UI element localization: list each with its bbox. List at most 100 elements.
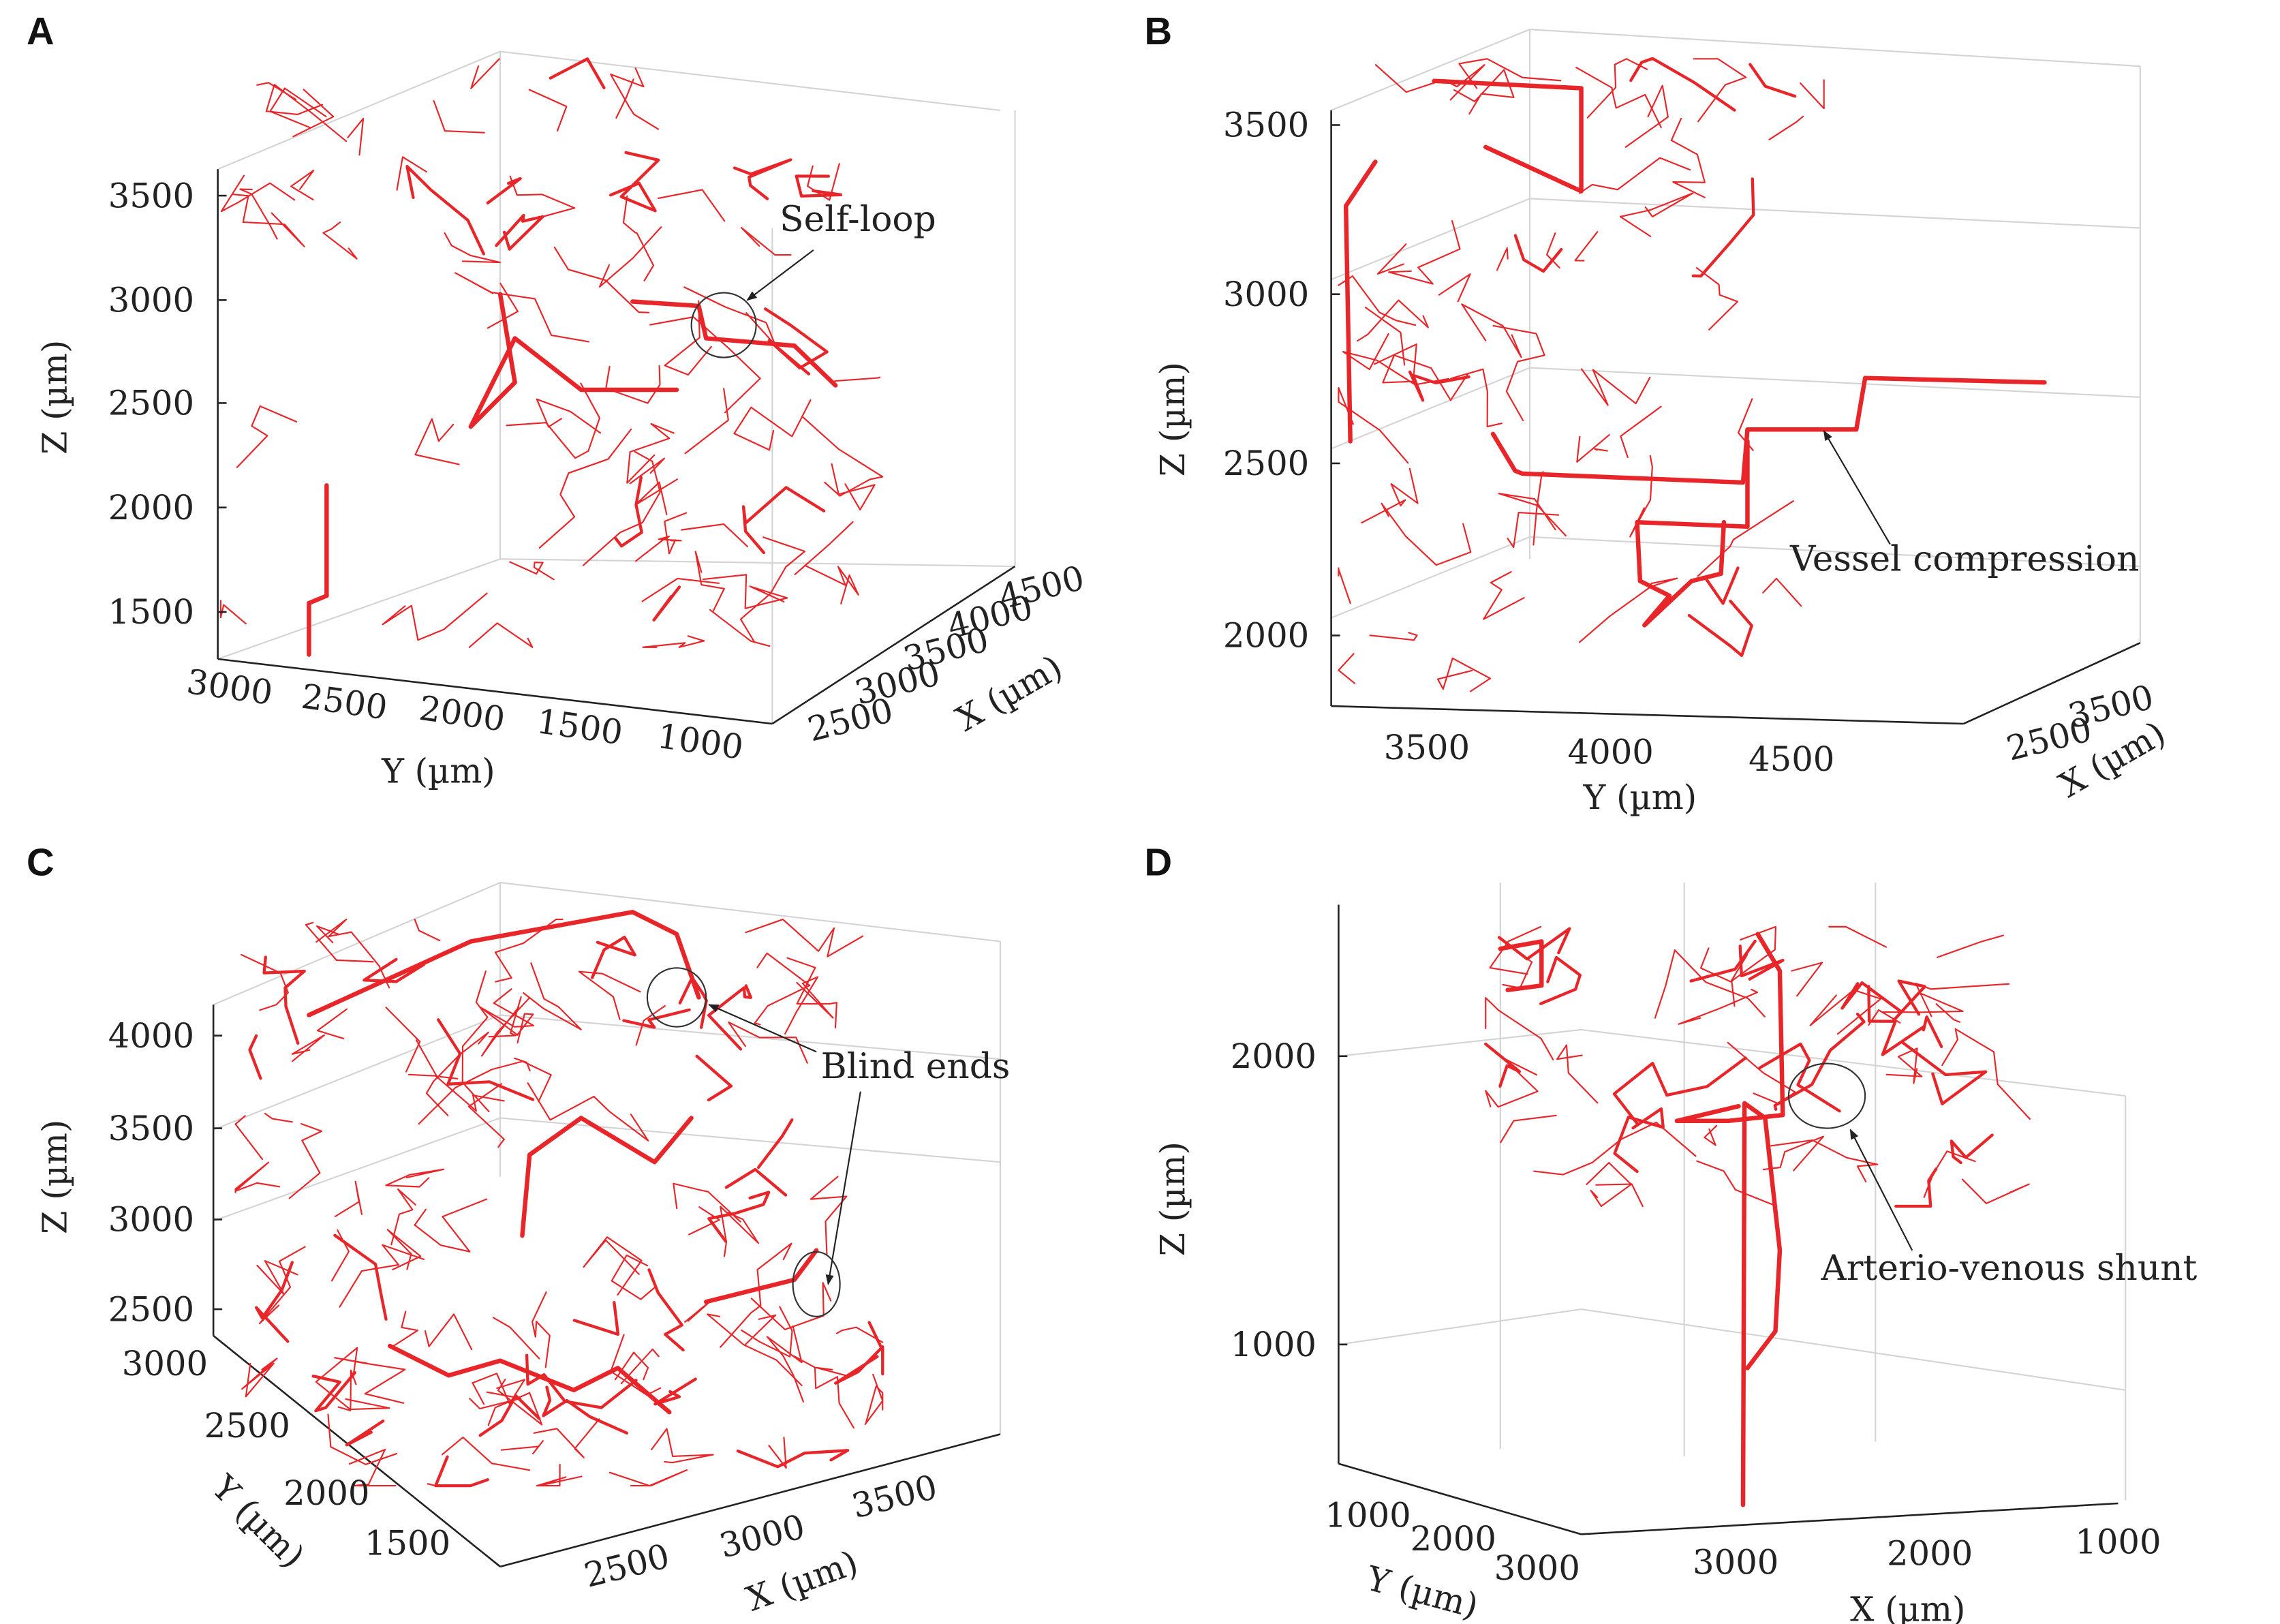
vessel-segment: [642, 635, 705, 648]
vessel-network: [1484, 925, 2031, 1507]
y-tick-label: 1500: [534, 701, 625, 752]
grid-line: [1331, 29, 1530, 111]
vessel-segment: [1507, 511, 1560, 549]
panel-label: C: [27, 840, 55, 883]
x-tick-label: 2000: [1887, 1534, 1973, 1574]
vessel-segment: [1357, 299, 1429, 342]
vessel-segment: [733, 158, 792, 200]
vessel-segment: [578, 970, 641, 1020]
vessel-segment: [1678, 988, 1759, 1025]
vessel-segment: [1620, 405, 1662, 459]
y-axis-label: Y (µm): [1583, 778, 1697, 817]
x-tick-label: 3000: [1693, 1543, 1778, 1582]
vessel-segment: [527, 1082, 649, 1142]
vessel-segment: [649, 316, 761, 414]
grid-line: [1529, 198, 2140, 229]
vessel-segment: [533, 1418, 600, 1458]
vessel-segment: [1696, 1160, 1778, 1208]
vessel-segment: [513, 1057, 531, 1072]
vessel-segment: [437, 1018, 535, 1101]
vessel-segment: [598, 226, 662, 288]
vessel-segment: [733, 399, 812, 451]
major-vessel: [1674, 932, 1785, 1124]
vessel-segment: [739, 536, 806, 643]
y-tick-label: 3500: [1384, 728, 1470, 767]
y-tick-label: 1000: [655, 716, 745, 767]
vessel-segment: [807, 163, 840, 201]
vessel-segment: [1941, 1028, 2031, 1120]
vessel-segment: [658, 189, 726, 222]
z-axis-label: Z (µm): [1153, 1142, 1192, 1256]
vessel-segment: [865, 1385, 884, 1423]
y-axis-label: Y (µm): [381, 751, 495, 791]
vessel-segment: [486, 177, 522, 205]
vessel-segment: [405, 164, 486, 256]
vessel-segment: [652, 585, 681, 622]
vessel-segment: [744, 1314, 777, 1345]
vessel-segment: [461, 970, 490, 1113]
vessel-segment: [549, 57, 606, 90]
vessel-segment: [634, 478, 679, 515]
major-vessel: [520, 1116, 694, 1238]
grid-line: [217, 558, 501, 660]
x-axis-label: X (µm): [1850, 1590, 1965, 1624]
vessel-segment: [500, 1440, 544, 1455]
major-vessel: [1343, 159, 1378, 444]
grid-line: [213, 1117, 501, 1222]
vessel-segment: [385, 1007, 421, 1073]
vessel-segment: [622, 1008, 691, 1029]
vessel-segment: [269, 87, 327, 129]
vessel-segment: [1586, 58, 1648, 119]
vessel-segment: [764, 307, 829, 376]
annotation-arrow: [746, 249, 814, 301]
vessel-segment: [784, 976, 834, 1035]
vessel-segment: [678, 976, 708, 1029]
vessel-segment: [492, 1317, 540, 1360]
vessel-segment: [472, 1373, 525, 1405]
vessel-segment: [1556, 1044, 1599, 1104]
vessel-segment: [754, 952, 811, 1026]
z-axis-label: Z (µm): [1153, 362, 1192, 476]
vessel-segment: [615, 78, 634, 119]
vessel-segment: [1885, 1047, 1923, 1084]
y-tick-label: 2000: [417, 688, 508, 739]
vessel-segment: [347, 117, 365, 156]
vessel-segment: [220, 174, 296, 213]
vessel-segment: [480, 998, 530, 1057]
y-axis: [217, 658, 773, 725]
vessel-segment: [315, 918, 390, 989]
vessel-segment: [707, 1313, 803, 1386]
y-tick-label: 4500: [1748, 739, 1834, 779]
vessel-segment: [495, 213, 544, 251]
y-tick-label: 3000: [185, 662, 275, 713]
vessel-segment: [756, 1118, 794, 1169]
grid-line: [1529, 367, 2140, 398]
vessel-segment: [391, 1311, 419, 1348]
vessel-segment: [494, 918, 564, 983]
annotation-arrow: [708, 1004, 817, 1053]
vessel-segment: [1758, 1042, 1841, 1113]
vessel-network: [234, 910, 884, 1488]
vessel-segment: [291, 1034, 325, 1062]
grid-line: [1338, 1308, 1582, 1345]
vessel-segment: [345, 1419, 385, 1447]
vessel-segment: [1580, 368, 1651, 406]
annotation-arrow: [1849, 1129, 1913, 1251]
vessel-segment: [804, 564, 859, 604]
vessel-segment: [1867, 979, 1926, 1023]
vessel-segment: [434, 1455, 489, 1488]
vessel-segment: [1533, 1121, 1697, 1176]
vessel-segment: [681, 523, 748, 547]
major-vessel: [468, 292, 679, 429]
vessel-segment: [720, 1206, 759, 1257]
vessel-segment: [322, 221, 358, 260]
z-tick-label: 4000: [108, 1016, 194, 1056]
y-tick-label: 2000: [1411, 1519, 1496, 1559]
y-tick-label: 2500: [299, 677, 390, 728]
vessel-segment: [255, 1261, 294, 1343]
vessel-segment: [1950, 1133, 1994, 1165]
vessel-segment: [1513, 234, 1563, 273]
vessel-segment: [1376, 243, 1407, 275]
vessel-segment: [664, 300, 712, 376]
